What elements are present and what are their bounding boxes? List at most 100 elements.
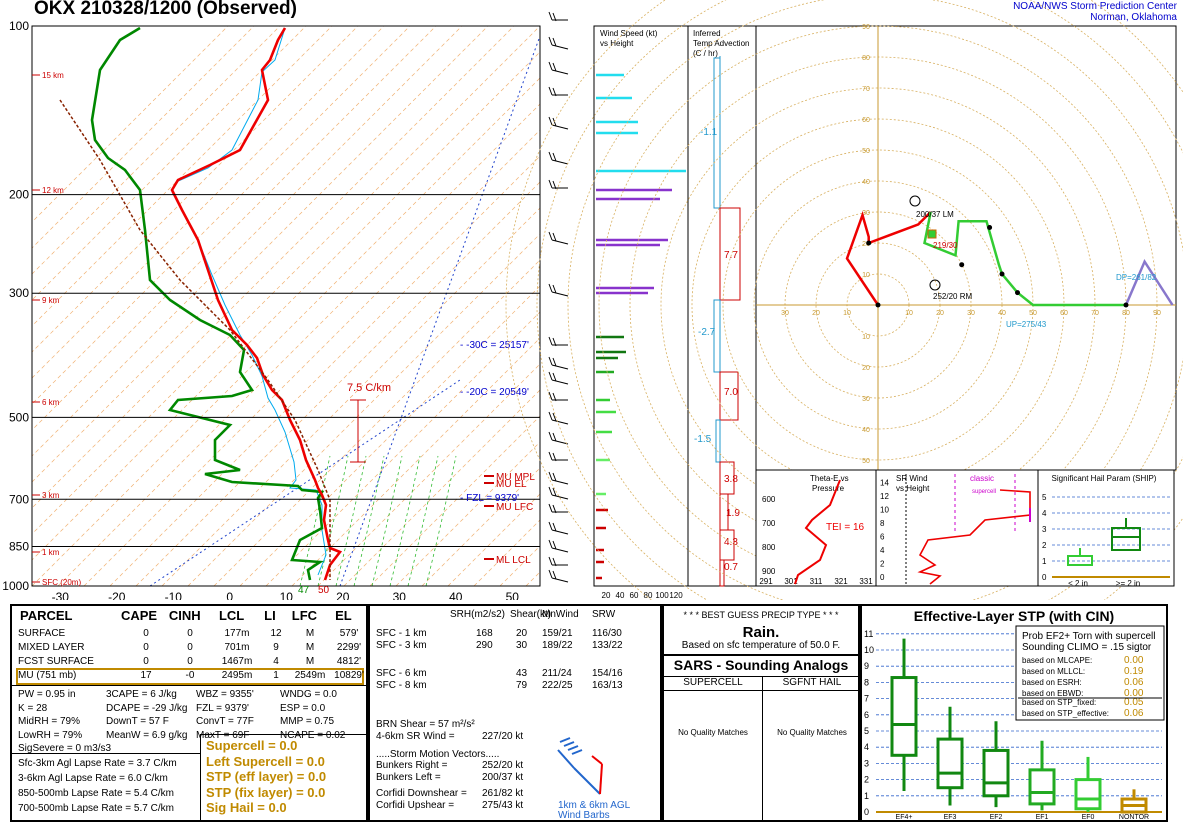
parcel-header: PARCEL <box>20 608 73 623</box>
kin-shear: 30 <box>516 640 528 651</box>
kin-vector-label: Corfidi Upshear = <box>376 800 455 811</box>
hodograph-tick: 60 <box>862 117 870 124</box>
isotherm-line <box>32 26 385 379</box>
wind-barb <box>551 44 569 50</box>
pressure-tick-label: 500 <box>9 410 29 424</box>
ship-xlabel: < 2 in <box>1068 579 1088 588</box>
stp-ytick: 10 <box>864 645 874 655</box>
kin-header: SRW <box>592 609 616 620</box>
thermo-value: PW = 0.95 in <box>18 689 76 700</box>
wind-barb <box>551 159 569 165</box>
wind-barb-flag <box>552 62 557 72</box>
height-label: 3 km <box>42 491 60 500</box>
hodograph-tick: 90 <box>862 24 870 31</box>
hodograph-frame <box>755 25 1177 471</box>
wind-barb <box>551 364 569 370</box>
ship-ytick: 1 <box>1042 557 1047 566</box>
hodograph-tick: 50 <box>862 148 870 155</box>
wind-barb-flag <box>548 391 553 401</box>
ship-ytick: 5 <box>1042 493 1047 502</box>
stp-category: EF3 <box>944 814 957 820</box>
wind-barb-flag <box>552 117 557 127</box>
sars-supercell-header: SUPERCELL <box>683 677 743 688</box>
kin-mnwind: 189/22 <box>542 640 573 651</box>
hodograph-tick: 10 <box>862 334 870 341</box>
thermo-value: DownT = 57 F <box>106 716 169 727</box>
parcel-cell: 1467m <box>221 656 253 667</box>
lapse-rate: Sfc-3km Agl Lapse Rate = 3.7 C/km <box>18 758 177 769</box>
wind-barb-flag <box>548 521 553 531</box>
temp-adv-title3: (C / hr) <box>693 49 718 58</box>
thermo-value: MeanW = 6.9 g/kg <box>106 729 188 741</box>
wind-barb-flag <box>548 411 553 421</box>
hodograph-tick: 90 <box>1153 310 1161 317</box>
temp-tick-label: 30 <box>393 590 407 600</box>
stp-prob-value: 0.19 <box>1124 666 1144 677</box>
lapse-label: 7.5 C/km <box>347 382 391 394</box>
stp-category: EF1 <box>1036 814 1049 820</box>
parcel-header: EL <box>335 608 352 623</box>
srw-title2: vs Height <box>896 484 930 493</box>
isotherm-line <box>32 26 437 431</box>
kin-vector-label: Bunkers Right = <box>376 760 448 771</box>
theta-e-xtick: 291 <box>759 577 773 586</box>
hodograph-tick: 20 <box>936 310 944 317</box>
wind-barb-flag <box>548 11 553 21</box>
stp-prob-value: 0.06 <box>1124 708 1144 719</box>
isotherm-line <box>32 26 229 223</box>
stp-ytick: 0 <box>864 807 869 817</box>
wind-barb-flag <box>548 356 553 366</box>
kin-srh: 168 <box>476 628 493 639</box>
composite-param: Supercell = 0.0 <box>206 738 298 753</box>
hodograph-tick: 40 <box>862 179 870 186</box>
hodograph-mean-marker <box>927 229 937 239</box>
pressure-tick-label: 850 <box>9 539 29 553</box>
precip-note: Based on sfc temperature of 50.0 F. <box>681 640 841 651</box>
wind-barb-flag <box>548 231 553 241</box>
height-label: 6 km <box>42 398 60 407</box>
parcel-cell: 9 <box>273 642 279 653</box>
lapse-rate: 700-500mb Lapse Rate = 5.7 C/km <box>18 803 174 814</box>
theta-e-xtick: 311 <box>810 577 823 586</box>
wind-barb-flag <box>552 472 557 482</box>
isotherm-line <box>32 26 359 353</box>
moist-adiabat <box>407 455 439 586</box>
hodograph-tick: 20 <box>862 365 870 372</box>
temp-adv-bar <box>719 207 741 301</box>
temp-adv-value: -2.7 <box>698 327 716 338</box>
barb-6km-flag <box>559 737 571 743</box>
wind-barb-flag <box>552 540 557 550</box>
isotherm-line <box>32 26 489 483</box>
height-label: 9 km <box>42 296 60 305</box>
precip-title: * * * BEST GUESS PRECIP TYPE * * * <box>683 610 839 620</box>
sfc-temp-label: 50 <box>318 585 330 596</box>
thermo-value: ESP = 0.0 <box>280 702 326 714</box>
kin-brn: BRN Shear = 57 m²/s² <box>376 719 475 730</box>
wind-barb-flag <box>548 61 553 71</box>
theta-e-xtick: 331 <box>859 577 873 586</box>
kin-vector-label: Corfidi Downshear = <box>376 788 467 799</box>
kin-vector-value: 252/20 kt <box>482 760 524 771</box>
stp-ytick: 9 <box>864 661 869 671</box>
hodograph-ring <box>505 0 1183 600</box>
lapse-rate: 850-500mb Lapse Rate = 5.4 C/km <box>18 788 174 799</box>
isotherm-line <box>32 26 463 457</box>
theta-e-profile <box>794 479 841 585</box>
temp-adv-bar <box>715 419 721 463</box>
hodograph-tick: 10 <box>862 272 870 279</box>
kin-vector-value: 261/82 kt <box>482 788 524 799</box>
temp-adv-frame <box>687 25 757 587</box>
kin-layer: SFC - 8 km <box>376 680 427 691</box>
theta-e-xtick: 321 <box>834 577 848 586</box>
stp-title: Effective-Layer STP (with CIN) <box>913 608 1115 624</box>
wind-barb-flag <box>548 116 553 126</box>
thermo-value: SigSevere = 0 m3/s3 <box>18 743 112 754</box>
temp-tick-label: 0 <box>226 590 233 600</box>
wind-speed-title: Wind Speed (kt) <box>600 29 658 38</box>
stp-box <box>1028 768 1056 806</box>
temp-tick-label: 20 <box>336 590 350 600</box>
parcel-cell: 0 <box>143 642 149 653</box>
skew-t-inner <box>32 26 540 586</box>
stp-boxplot: 0 1 2 3 4 5 6 7 8 9 10 11 EF4+ EF3 EF2 EF1 EF0 NONTOR Prob… <box>864 625 1165 820</box>
stp-prob-line2: Sounding CLIMO = .15 sigtor <box>1022 642 1152 653</box>
